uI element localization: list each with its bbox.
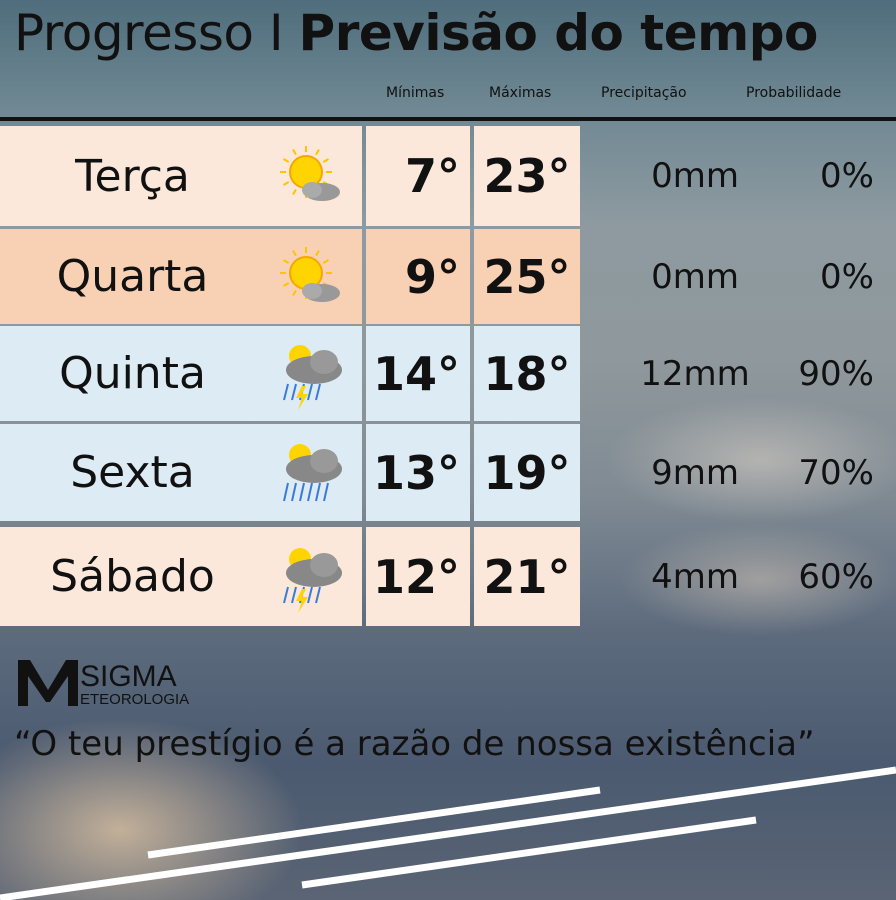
slogan: “O teu prestígio é a razão de nossa exis… [14, 724, 815, 764]
precipitation: 0mm [651, 256, 739, 297]
stripe [0, 766, 896, 900]
stripe [147, 786, 601, 859]
forecast-row: Quinta 14° 18° 12mm 90% [0, 326, 896, 421]
probability: 0% [820, 256, 874, 297]
min-temp: 14° [366, 326, 470, 421]
precipitation: 4mm [651, 556, 739, 597]
rain-icon [283, 443, 342, 501]
forecast-row: Sábado 12° 21° 4mm 60% [0, 527, 896, 626]
probability: 90% [798, 353, 874, 394]
title-text: Previsão do tempo [298, 4, 819, 62]
day-name: Sábado [50, 551, 215, 602]
logo-sub: ETEOROLOGIA [80, 691, 189, 708]
max-temp: 21° [474, 527, 580, 626]
day-name: Terça [75, 150, 190, 202]
max-temp: 19° [474, 424, 580, 521]
column-header-max: Máximas [489, 85, 552, 101]
page-title: Progresso I Previsão do tempo [14, 4, 818, 62]
max-temp: 23° [474, 126, 580, 226]
forecast-row: Terça 7° 23° 0mm 0% [0, 126, 896, 226]
max-temp: 25° [474, 229, 580, 324]
header-divider [0, 117, 896, 121]
min-temp: 9° [366, 229, 470, 324]
thunderstorm-icon [283, 547, 342, 613]
location-name: Progresso [14, 4, 254, 62]
precipitation: 9mm [651, 452, 739, 493]
max-temp: 18° [474, 326, 580, 421]
sigma-logo: SIGMA ETEOROLOGIA [18, 660, 189, 708]
logo-m-mark [18, 660, 78, 706]
precipitation: 0mm [651, 156, 739, 196]
day-cell: Sábado [0, 527, 362, 626]
min-temp: 7° [366, 126, 470, 226]
day-name: Quarta [56, 251, 209, 302]
thunderstorm-icon [283, 344, 342, 410]
column-header-precip: Precipitação [601, 85, 687, 101]
min-temp: 12° [366, 527, 470, 626]
probability: 70% [798, 452, 874, 493]
sun-cloud-icon [280, 246, 340, 302]
day-name: Quinta [59, 348, 206, 399]
precipitation: 12mm [640, 353, 750, 394]
day-name: Sexta [70, 447, 195, 498]
title-separator: I [268, 4, 284, 62]
stripe [301, 816, 757, 889]
column-header-prob: Probabilidade [746, 85, 842, 101]
probability: 60% [798, 556, 874, 597]
day-cell: Sexta [0, 424, 362, 521]
day-cell: Quarta [0, 229, 362, 324]
logo-brand: SIGMA [80, 660, 177, 693]
day-cell: Terça [0, 126, 362, 226]
sun-cloud-icon [280, 146, 340, 201]
min-temp: 13° [366, 424, 470, 521]
forecast-row: Quarta 9° 25° 0mm 0% [0, 229, 896, 324]
day-cell: Quinta [0, 326, 362, 421]
column-header-min: Mínimas [386, 85, 445, 101]
forecast-row: Sexta 13° 19° 9mm 70% [0, 424, 896, 521]
probability: 0% [820, 156, 874, 196]
